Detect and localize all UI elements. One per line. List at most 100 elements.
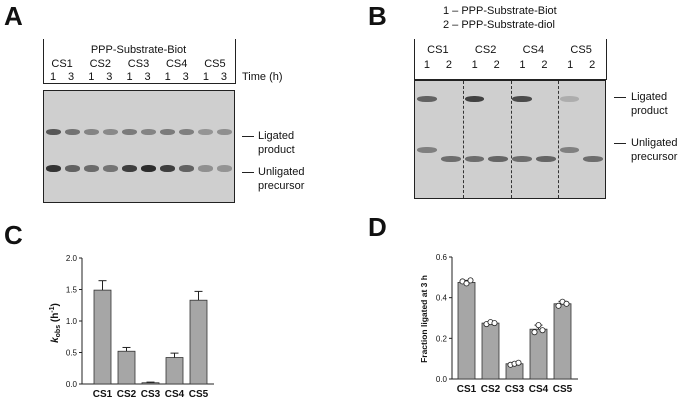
panel-a-time-tick: 3	[144, 71, 151, 83]
bar-cs4	[529, 328, 548, 380]
x-tick-label: CS4	[165, 389, 185, 400]
gel-band-unligated	[417, 147, 437, 153]
data-point	[531, 329, 538, 336]
y-tick-label: 0.2	[436, 334, 448, 343]
x-tick-label: CS4	[529, 384, 549, 395]
gel-band-ligated	[122, 129, 137, 135]
panel-b-unligated-tick	[614, 143, 626, 144]
panel-a-lane-cs5: CS5	[204, 58, 226, 70]
gel-band-ligated	[46, 129, 61, 135]
panel-a-time-tick: 1	[126, 71, 133, 83]
y-tick-label: 0.6	[436, 253, 448, 262]
panel-a-time-label: Time (h)	[242, 71, 283, 83]
y-tick-label: 1.0	[66, 317, 78, 326]
panel-b-lane-cs1: CS1	[427, 44, 449, 56]
gel-lane-divider	[510, 81, 512, 198]
panel-b-lane-cs5: CS5	[570, 44, 592, 56]
panel-b-substrate-tick: 2	[445, 59, 452, 71]
gel-band-unligated	[512, 156, 532, 162]
panel-a-time-tick: 3	[182, 71, 189, 83]
y-tick-label: 1.5	[66, 286, 78, 295]
x-tick-label: CS3	[141, 389, 161, 400]
panel-b-substrate-tick: 1	[567, 59, 574, 71]
panel-b-ligated-label: Ligated	[631, 91, 668, 103]
panel-b-header-bracket	[414, 39, 607, 80]
gel-band-unligated	[464, 156, 485, 162]
bar-cs1	[457, 282, 476, 380]
gel-band-ligated	[217, 129, 232, 135]
panel-a-unligated-tick	[242, 172, 254, 173]
data-point	[491, 320, 498, 327]
gel-band-unligated	[217, 165, 232, 172]
panel-a-time-tick: 1	[50, 71, 57, 83]
y-tick-label: 0.4	[436, 294, 448, 303]
gel-band-unligated	[141, 165, 156, 172]
data-point	[535, 322, 542, 329]
panel-a-lane-cs4: CS4	[165, 58, 188, 70]
x-tick-label: CS3	[505, 384, 525, 395]
y-tick-label: 2.0	[66, 254, 78, 263]
data-point	[555, 302, 562, 309]
gel-band-ligated	[464, 96, 485, 102]
panel-a-time-tick: 3	[68, 71, 75, 83]
bar-cs4	[165, 357, 184, 385]
gel-lane-divider	[558, 81, 560, 198]
x-tick-label: CS1	[457, 384, 477, 395]
panel-b-label: B	[368, 1, 387, 31]
gel-band-ligated	[103, 129, 118, 135]
x-tick-label: CS5	[553, 384, 573, 395]
bar-cs2	[481, 322, 500, 380]
panel-a-time-tick: 1	[202, 71, 209, 83]
bar-cs2	[117, 350, 136, 385]
y-tick-label: 0.0	[436, 375, 448, 384]
panel-b-lane-cs2: CS2	[474, 44, 497, 56]
panel-b-substrate-tick: 1	[423, 59, 430, 71]
bar-cs5	[189, 299, 208, 385]
panel-c-kobs-chart: 0.0 0.5 1.0 1.5 2.0 CS1 CS2 CS3 CS4 CS5 kobs (h-1)	[49, 254, 214, 400]
gel-band-unligated	[179, 165, 194, 172]
y-axis-label: kobs (h-1)	[49, 303, 62, 343]
data-point	[563, 300, 570, 307]
panel-b-gel-image	[414, 80, 606, 199]
gel-band-unligated	[488, 156, 508, 162]
gel-band-unligated	[198, 165, 213, 172]
data-point	[515, 359, 522, 366]
gel-band-unligated	[103, 165, 118, 172]
gel-band-unligated	[122, 165, 137, 172]
x-tick-label: CS1	[93, 389, 113, 400]
gel-band-unligated	[160, 165, 175, 172]
panel-a-ligated-tick	[242, 136, 254, 137]
x-tick-label: CS2	[117, 389, 137, 400]
panel-b-substrate-tick: 2	[589, 59, 596, 71]
data-point	[463, 280, 470, 287]
panel-a-label: A	[4, 1, 23, 31]
panel-b-unligated-label-line2: precursor	[631, 151, 678, 163]
panel-d-fraction-chart: 0.0 0.2 0.4 0.6 CS1 CS2 CS3 CS4 CS5 Fraction liga…	[419, 253, 578, 395]
panel-a-time-tick: 3	[220, 71, 227, 83]
gel-band-unligated	[559, 147, 580, 153]
x-tick-label: CS2	[481, 384, 501, 395]
x-tick-label: CS5	[189, 389, 209, 400]
gel-band-ligated	[512, 96, 532, 102]
gel-band-unligated	[583, 156, 603, 162]
gel-band-ligated	[160, 129, 175, 135]
gel-band-unligated	[84, 165, 99, 172]
panel-a-ligated-label-line2: product	[258, 144, 295, 156]
gel-band-ligated	[84, 129, 99, 135]
gel-band-unligated	[46, 165, 61, 172]
y-tick-label: 0.5	[66, 349, 78, 358]
panel-b-legend-1: 1 – PPP-Substrate-Biot	[443, 5, 557, 17]
y-axis-label: Fraction ligated at 3 h	[419, 275, 429, 363]
panel-d-label: D	[368, 212, 387, 242]
panel-a-title: PPP-Substrate-Biot	[90, 44, 187, 56]
panel-b-ligated-label-line2: product	[631, 105, 668, 117]
panel-a-lane-cs2: CS2	[89, 58, 111, 70]
panel-b-substrate-tick: 1	[471, 59, 478, 71]
bar-cs1	[93, 289, 112, 385]
gel-band-ligated	[141, 129, 156, 135]
y-tick-label: 0.0	[66, 380, 78, 389]
panel-a-header-bracket	[43, 39, 236, 84]
panel-a-unligated-label: Unligated	[258, 166, 305, 178]
bar-cs5	[553, 303, 572, 380]
panel-a-unligated-label-line2: precursor	[258, 180, 305, 192]
